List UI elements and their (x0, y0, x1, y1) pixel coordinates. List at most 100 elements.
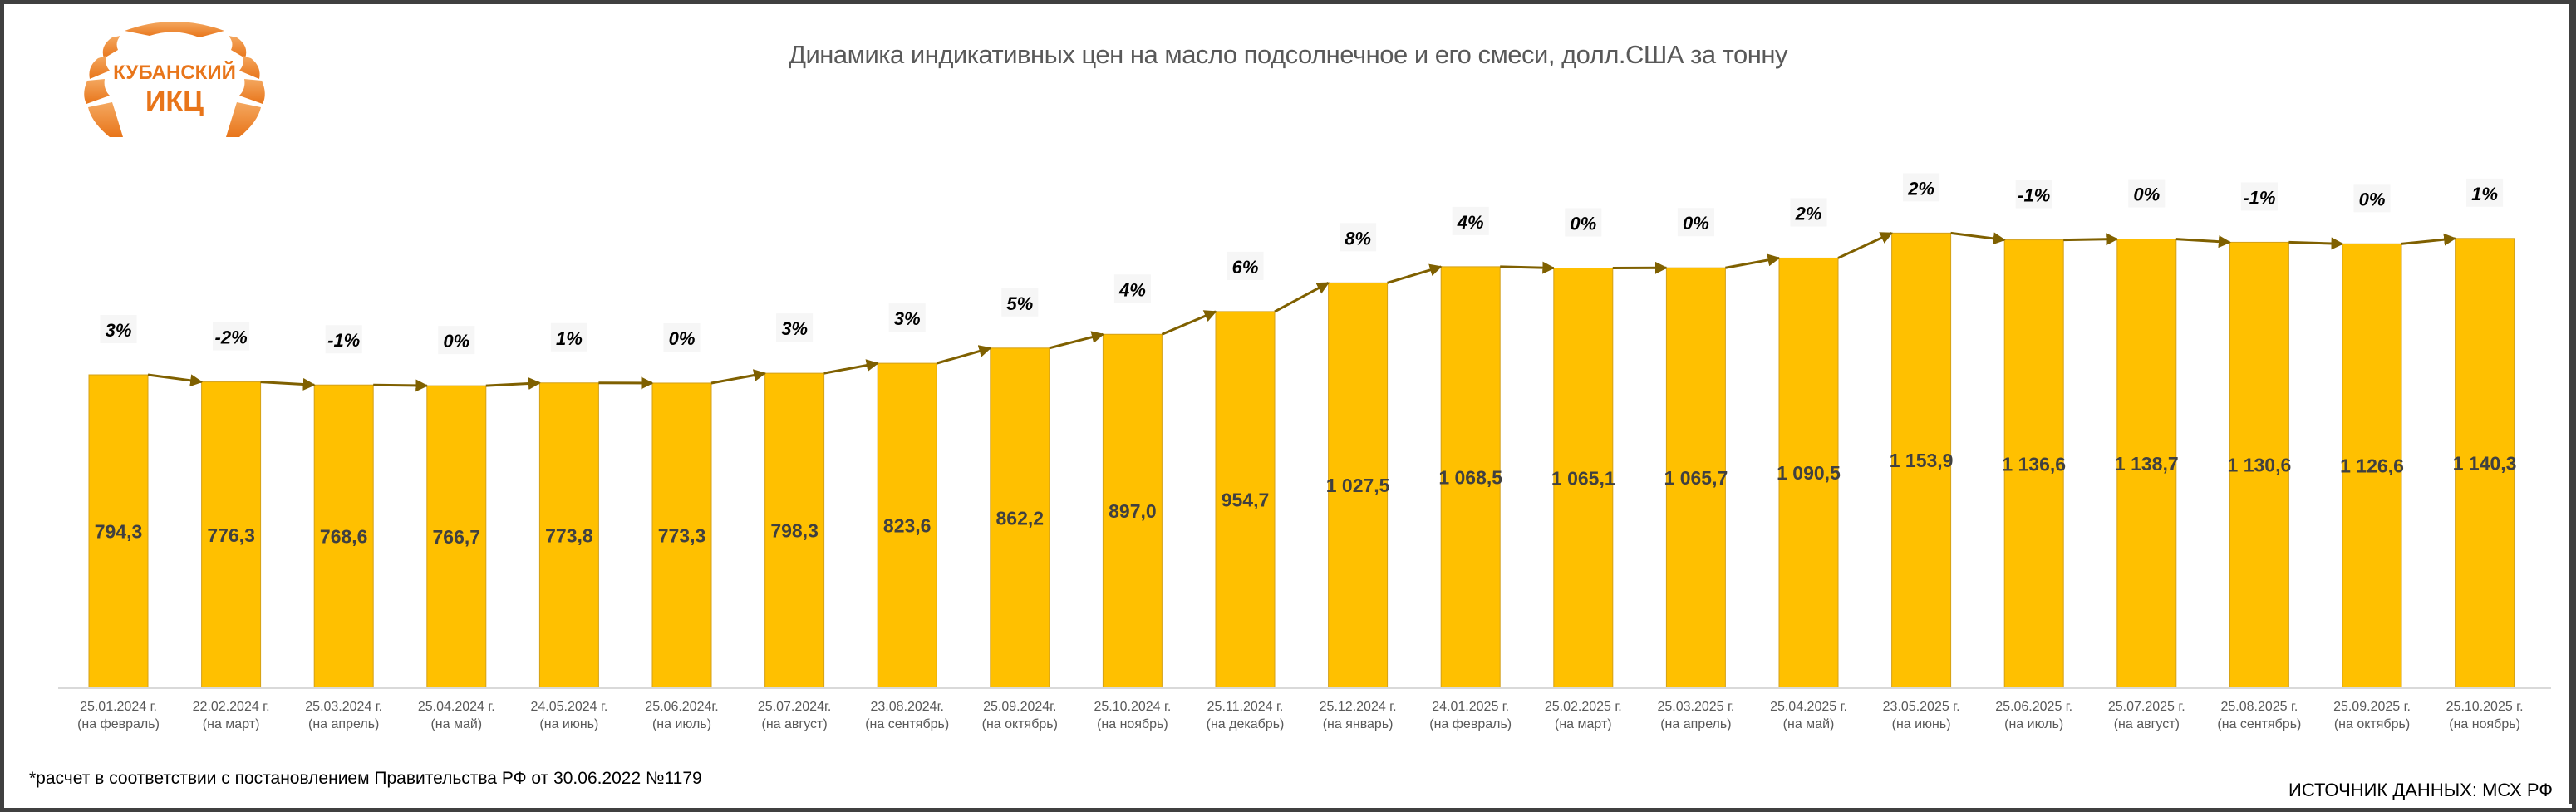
x-tick-month: (на февраль) (77, 717, 160, 731)
trend-arrow (1950, 231, 2006, 245)
x-tick-month: (на май) (430, 717, 482, 731)
bar (2455, 238, 2515, 689)
bar-value-label: 1 140,3 (2453, 452, 2517, 474)
bar-value-label: 1 153,9 (1890, 450, 1954, 471)
x-tick-month: (на март) (1555, 717, 1612, 731)
x-tick-month: (на июль) (652, 717, 711, 731)
x-tick-date: 25.09.2024г. (983, 700, 1056, 714)
change-label-bg (776, 313, 814, 342)
x-tick-date: 25.04.2024 г. (418, 700, 495, 714)
x-tick-date: 25.03.2024 г. (305, 700, 382, 714)
x-tick-date: 25.02.2025 г. (1545, 700, 1622, 714)
trend-arrow (1387, 263, 1443, 284)
x-tick-date: 25.08.2025 г. (2220, 700, 2298, 714)
bar-value-label: 1 126,6 (2340, 455, 2404, 477)
trend-arrow (710, 369, 767, 385)
x-tick-month: (на апрель) (1660, 717, 1731, 731)
trend-arrow (2175, 235, 2231, 249)
change-label-bg (1340, 223, 1377, 252)
chart-title: Динамика индикативных цен на масло подсо… (788, 40, 1788, 69)
bar-value-label: 798,3 (770, 520, 819, 542)
bar (313, 384, 374, 689)
bar-value-label: 773,3 (658, 524, 706, 546)
change-label-bg (663, 322, 701, 352)
bar (1553, 268, 1614, 689)
bar (877, 362, 937, 689)
bar-value-label: 1 136,6 (2002, 453, 2066, 475)
x-tick-date: 25.01.2024 г. (80, 700, 157, 714)
x-tick-date: 23.05.2025 г. (1883, 700, 1960, 714)
x-tick-date: 25.11.2024 г. (1207, 700, 1284, 714)
bar (1440, 266, 1501, 689)
bar-value-label: 1 065,1 (1551, 467, 1615, 489)
data-source: ИСТОЧНИК ДАННЫХ: МСХ РФ (2288, 780, 2553, 800)
x-tick-month: (на июль) (2004, 717, 2063, 731)
logo-text-line2: ИКЦ (145, 86, 204, 117)
x-tick-month: (на ноябрь) (2449, 717, 2520, 731)
change-label: 2% (1795, 203, 1822, 224)
bar (201, 381, 262, 689)
bar-value-label: 1 027,5 (1326, 475, 1390, 496)
change-label-bg (2015, 180, 2052, 209)
trend-arrow (2401, 233, 2457, 246)
trend-arrow (823, 359, 879, 375)
bar (1102, 333, 1163, 689)
bar-value-label: 1 068,5 (1438, 466, 1502, 488)
x-tick-date: 24.01.2025 г. (1432, 700, 1509, 714)
bar (1215, 311, 1276, 689)
change-label: 3% (894, 308, 921, 329)
x-tick-month: (на ноябрь) (1097, 717, 1168, 731)
change-label-bg (2466, 178, 2504, 207)
x-tick-month: (на октябрь) (982, 717, 1058, 731)
bar-value-label: 862,2 (996, 507, 1045, 529)
change-label: 5% (1006, 293, 1033, 314)
chart-frame-inner (4, 4, 2572, 804)
change-label: 6% (1232, 257, 1259, 278)
change-label-bg (1001, 288, 1039, 317)
change-label-bg (325, 325, 362, 354)
x-tick-date: 23.08.2024г. (870, 700, 943, 714)
bar (1665, 267, 1726, 689)
trend-arrow (936, 345, 992, 365)
change-label-bg (100, 315, 137, 344)
x-tick-month: (на май) (1783, 717, 1835, 731)
change-label-bg (438, 326, 475, 355)
change-label: 1% (2471, 184, 2498, 204)
trend-arrow (1161, 310, 1217, 336)
trend-arrow (2288, 237, 2344, 250)
bar-value-label: 1 138,7 (2115, 453, 2179, 475)
x-tick-date: 25.07.2025 г. (2108, 700, 2185, 714)
bar-value-label: 773,8 (545, 524, 593, 546)
x-tick-month: (на август) (761, 717, 827, 731)
x-tick-date: 25.09.2025 г. (2333, 700, 2411, 714)
change-label-bg (1565, 208, 1602, 237)
trend-arrow (147, 373, 204, 387)
x-tick-month: (на сентябрь) (865, 717, 949, 731)
change-label: -1% (2243, 187, 2275, 208)
change-label: -1% (2018, 185, 2050, 206)
change-label: 0% (443, 331, 469, 352)
bar (1891, 232, 1952, 689)
bar-value-label: 897,0 (1109, 500, 1157, 522)
bar (1328, 282, 1389, 689)
bar-value-label: 776,3 (207, 524, 255, 546)
bar (426, 385, 487, 689)
x-tick-date: 24.05.2024 г. (530, 700, 607, 714)
x-tick-date: 25.04.2025 г. (1770, 700, 1847, 714)
change-label: 4% (1457, 212, 1484, 233)
trend-arrow (373, 379, 429, 392)
x-tick-month: (на июнь) (539, 717, 598, 731)
bar (88, 374, 149, 689)
bar (764, 372, 825, 689)
change-label-bg (1452, 206, 1489, 235)
x-tick-month: (на апрель) (308, 717, 379, 731)
x-tick-date: 22.02.2024 г. (193, 700, 270, 714)
bar-value-label: 1 130,6 (2228, 455, 2292, 476)
change-label-bg (1903, 173, 1940, 202)
x-tick-month: (на декабрь) (1207, 717, 1285, 731)
bar (538, 382, 599, 689)
x-tick-date: 25.06.2024г. (645, 700, 718, 714)
change-label-bg (2240, 182, 2278, 211)
change-label: -2% (215, 327, 248, 348)
